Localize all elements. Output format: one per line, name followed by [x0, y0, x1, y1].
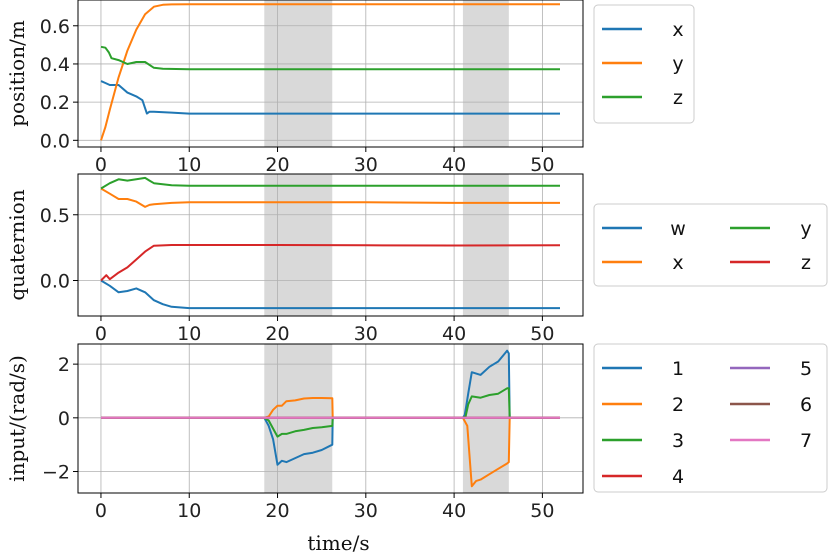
- legend-item-2: 2: [602, 394, 684, 416]
- legend-item-7: 7: [730, 430, 812, 452]
- axes-frame: [77, 343, 584, 494]
- y-axis-label: position/m: [5, 20, 29, 127]
- legend-box: [593, 203, 828, 287]
- x-tick-label: 50: [530, 500, 554, 522]
- x-tick-label: 10: [177, 154, 201, 176]
- legend-item-3: 3: [602, 430, 684, 452]
- legend-label: 6: [800, 394, 812, 416]
- series-line-w: [100, 279, 560, 310]
- series-line-y: [100, 176, 560, 190]
- y-tick-label: 0.4: [40, 54, 70, 76]
- legend-box: [593, 343, 828, 493]
- legend-label: y: [672, 53, 683, 75]
- legend-label: w: [670, 218, 686, 240]
- y-tick-label: 0.0: [40, 271, 70, 293]
- legend-label: x: [672, 19, 683, 41]
- x-tick-label: 10: [177, 500, 201, 522]
- y-tick-label: 0.6: [40, 16, 70, 38]
- legend: xyz: [593, 4, 695, 124]
- series-line-x: [100, 80, 560, 115]
- legend-label: 5: [800, 358, 812, 380]
- series-line-x: [100, 187, 560, 208]
- x-tick-label: 0: [95, 323, 107, 345]
- legend-item-y: y: [602, 53, 684, 75]
- x-tick-label: 0: [95, 154, 107, 176]
- legend-box: [593, 4, 695, 124]
- shaded-interval: [264, 0, 333, 147]
- y-axis-label: input/(rad/s): [5, 355, 29, 482]
- shaded-interval: [462, 0, 509, 147]
- legend-item-w: w: [602, 218, 686, 240]
- y-tick-label: −2: [42, 462, 70, 484]
- y-tick-label: 0.0: [40, 130, 70, 152]
- legend-item-z: z: [602, 87, 683, 109]
- panel-1: 0 10 20 30 40 50 0.0 0.2 0.4 0.6 position/m xyz: [5, 0, 695, 176]
- legend-label: 7: [800, 430, 812, 452]
- x-tick-label: 10: [177, 323, 201, 345]
- x-tick-label: 50: [530, 323, 554, 345]
- x-tick-label: 40: [442, 323, 466, 345]
- series-line-y: [100, 3, 560, 141]
- x-tick-label: 30: [354, 500, 378, 522]
- x-tick-label: 20: [265, 323, 289, 345]
- panel-3: 0 10 20 30 40 50 −2 0 2 input/(rad/s) 1 2 3 4 5 6 7: [5, 343, 828, 522]
- y-tick-label: 2: [58, 354, 70, 376]
- legend-label: y: [800, 218, 811, 240]
- legend-label: 3: [672, 430, 684, 452]
- legend: wx yz: [593, 203, 828, 287]
- y-tick-label: 0: [58, 408, 70, 430]
- legend-label: z: [801, 252, 811, 274]
- panel-2: 0 10 20 30 40 50 0.0 0.5 quaternion wx yz: [5, 173, 828, 345]
- x-tick-label: 20: [265, 500, 289, 522]
- x-tick-label: 30: [354, 323, 378, 345]
- legend-item-6: 6: [730, 394, 812, 416]
- y-tick-label: 0.5: [40, 205, 70, 227]
- y-axis-label: quaternion: [5, 189, 29, 300]
- legend: 1 2 3 4 5 6 7: [593, 343, 828, 493]
- legend-item-1: 1: [602, 358, 684, 380]
- x-tick-label: 50: [530, 154, 554, 176]
- legend-item-4: 4: [602, 466, 684, 488]
- legend-label: 1: [672, 358, 684, 380]
- x-tick-label: 30: [354, 154, 378, 176]
- legend-label: 2: [672, 394, 684, 416]
- y-tick-label: 0.2: [40, 92, 70, 114]
- legend-item-z: z: [730, 252, 811, 274]
- series-line-z: [100, 45, 560, 71]
- x-tick-label: 40: [442, 154, 466, 176]
- legend-label: z: [673, 87, 683, 109]
- legend-item-x: x: [602, 252, 684, 274]
- x-axis-label: time/s: [307, 531, 369, 555]
- legend-label: x: [672, 252, 683, 274]
- legend-item-x: x: [602, 19, 684, 41]
- x-tick-label: 20: [265, 154, 289, 176]
- axes-frame: [77, 173, 584, 317]
- x-tick-label: 40: [442, 500, 466, 522]
- legend-label: 4: [672, 466, 684, 488]
- legend-item-5: 5: [730, 358, 812, 380]
- series-line-z: [100, 244, 561, 282]
- x-tick-label: 0: [95, 500, 107, 522]
- legend-item-y: y: [730, 218, 812, 240]
- axes-frame: [77, 0, 584, 148]
